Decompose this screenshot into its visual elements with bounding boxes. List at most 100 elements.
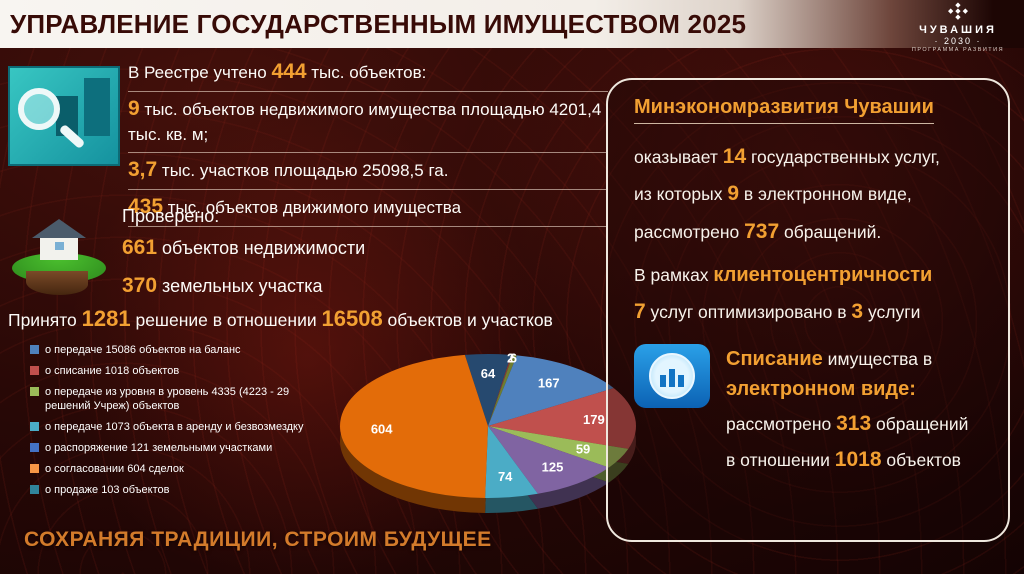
pie-slice bbox=[488, 355, 614, 426]
stat-text: тыс. объектов движимого имущества bbox=[163, 197, 462, 217]
stat-number: 444 bbox=[271, 60, 307, 83]
pie-data-label: 6 bbox=[510, 351, 517, 366]
ministry-title: Минэкономразвития Чувашии bbox=[634, 96, 934, 124]
stat-text: земельных участка bbox=[157, 276, 323, 297]
logo-ornament-row: ◆ bbox=[955, 14, 961, 21]
stat-text: имущества в bbox=[822, 349, 933, 370]
legend-item: о передаче из уровня в уровень 4335 (422… bbox=[30, 386, 332, 412]
pie-data-label: 2 bbox=[507, 350, 514, 365]
registry-illustration bbox=[8, 66, 120, 166]
building-icon bbox=[660, 369, 684, 388]
legend-swatch bbox=[30, 387, 39, 397]
stat-text: рассмотрено bbox=[634, 221, 745, 242]
legend-swatch bbox=[30, 464, 39, 474]
registry-line-2: 9 тыс. объектов недвижимого имущества пл… bbox=[128, 92, 608, 153]
stat-text: государственных услуг, bbox=[746, 147, 940, 167]
chuvashia-2030-logo: ◆ ◆ ◆ ◆ ◆ ЧУВАШИЯ · 2030 · ПРОГРАММА РАЗ… bbox=[902, 2, 1014, 53]
pie-data-label: 59 bbox=[576, 441, 590, 456]
stat-text: тыс. объектов: bbox=[306, 63, 427, 82]
page-title: УПРАВЛЕНИЕ ГОСУДАРСТВЕННЫМ ИМУЩЕСТВОМ 20… bbox=[10, 9, 747, 39]
legend-label: о передаче из уровня в уровень 4335 (422… bbox=[45, 386, 290, 412]
stat-number: 7 bbox=[634, 300, 646, 324]
writeoff-icon bbox=[634, 344, 710, 409]
stat-text: рассмотрено bbox=[726, 414, 837, 435]
pie-chart-svg: 64 26 167 179 59 125 74 604 bbox=[340, 350, 636, 513]
checked-title: Проверено: bbox=[122, 206, 220, 226]
legend-swatch bbox=[30, 421, 39, 431]
keyword-highlight: клиентоцентричности bbox=[713, 264, 933, 287]
logo-subtitle: ПРОГРАММА РАЗВИТИЯ bbox=[911, 47, 1005, 53]
decisions-line: Принято 1281 решение в отношении 16508 о… bbox=[8, 306, 608, 332]
stat-number: 16508 bbox=[321, 306, 383, 331]
stat-number: 3,7 bbox=[128, 157, 158, 181]
pie-data-label: 64 bbox=[481, 366, 496, 381]
house-roof-icon bbox=[32, 219, 86, 238]
header-bar: УПРАВЛЕНИЕ ГОСУДАРСТВЕННЫМ ИМУЩЕСТВОМ 20… bbox=[0, 0, 1024, 48]
pie-legend: о передаче 15086 объектов на баланс о спи… bbox=[30, 344, 332, 506]
magnifier-icon bbox=[18, 88, 60, 130]
house-illustration bbox=[10, 203, 110, 299]
ministry-line-3: рассмотрено 737 обращений. bbox=[634, 218, 982, 246]
legend-swatch bbox=[30, 442, 39, 452]
ministry-line-2: из которых 9 в электронном виде, bbox=[634, 180, 982, 208]
pie-data-label: 604 bbox=[371, 422, 393, 437]
stat-number: 435 bbox=[128, 194, 164, 218]
footer-slogan: СОХРАНЯЯ ТРАДИЦИИ, СТРОИМ БУДУЩЕЕ bbox=[24, 528, 492, 551]
pie-data-label: 125 bbox=[542, 459, 564, 474]
legend-label: о списание 1018 объектов bbox=[45, 365, 180, 378]
legend-label: о продаже 103 объектов bbox=[45, 484, 170, 497]
stat-text: тыс. объектов недвижимого имущества площ… bbox=[128, 100, 602, 144]
registry-line-1: В Реестре учтено 444 тыс. объектов: bbox=[128, 55, 608, 93]
legend-item: о согласовании 604 сделок bbox=[30, 463, 332, 476]
legend-label: о передаче 1073 объекта в аренду и безво… bbox=[45, 420, 304, 433]
stat-text: в электронном виде, bbox=[739, 184, 912, 205]
registry-stats: В Реестре учтено 444 тыс. объектов: 9 ты… bbox=[128, 55, 608, 228]
writeoff-line-1: Списание имущества в bbox=[726, 344, 968, 374]
writeoff-text: Списание имущества в электронном виде: р… bbox=[726, 344, 968, 475]
keyword-highlight: Списание bbox=[726, 348, 823, 371]
pie-data-label: 167 bbox=[538, 375, 560, 390]
legend-swatch bbox=[30, 366, 39, 376]
stat-text: тыс. участков площадью 25098,5 га. bbox=[157, 160, 449, 180]
pie-slice bbox=[488, 388, 636, 449]
checked-line-1: 661 объектов недвижимости bbox=[122, 233, 365, 263]
building-icon bbox=[84, 78, 110, 136]
bar-shape bbox=[678, 375, 684, 388]
registry-line-4: 435 тыс. объектов движимого имущества bbox=[128, 190, 608, 228]
pie-slice bbox=[488, 426, 610, 494]
bar-shape bbox=[660, 375, 666, 388]
stat-number: 737 bbox=[744, 219, 780, 243]
stat-number: 661 bbox=[122, 236, 158, 259]
stat-number: 9 bbox=[128, 97, 140, 121]
stat-text: оказывает bbox=[634, 147, 723, 167]
pie-slice bbox=[488, 355, 517, 426]
legend-label: о распоряжение 121 земельными участками bbox=[45, 441, 273, 454]
writeoff-line-2: электронном виде: bbox=[726, 378, 916, 401]
stat-number: 3 bbox=[851, 300, 864, 324]
pie-data-label: 74 bbox=[498, 469, 513, 484]
registry-line-3: 3,7 тыс. участков площадью 25098,5 га. bbox=[128, 153, 608, 190]
pie-slice bbox=[485, 426, 538, 498]
logo-region-name: ЧУВАШИЯ bbox=[919, 24, 997, 36]
pie-slice bbox=[340, 354, 488, 498]
logo-ornament-row: ◆ ◆ ◆ bbox=[947, 8, 969, 15]
writeoff-block: Списание имущества в электронном виде: р… bbox=[634, 344, 982, 475]
legend-item: о распоряжение 121 земельными участками bbox=[30, 442, 332, 455]
pie-slice bbox=[488, 354, 513, 426]
ministry-line-4: В рамках клиентоцентричности bbox=[634, 262, 982, 289]
stat-text: обращений bbox=[871, 414, 969, 435]
legend-item: о продаже 103 объектов bbox=[30, 484, 332, 497]
pie-slice bbox=[464, 354, 512, 426]
legend-item: о передаче 15086 объектов на баланс bbox=[30, 344, 332, 357]
stat-text: В рамках bbox=[634, 265, 714, 286]
checked-stats: Проверено: 661 объектов недвижимости 370… bbox=[122, 206, 365, 310]
stat-number: 14 bbox=[722, 145, 747, 168]
checked-line-2: 370 земельных участка bbox=[122, 271, 365, 301]
pie-slice bbox=[488, 426, 629, 468]
legend-label: о согласовании 604 сделок bbox=[45, 463, 184, 476]
logo-ornament-row: ◆ bbox=[955, 2, 961, 9]
stat-text: объектов недвижимости bbox=[157, 238, 366, 258]
legend-label: о передаче 15086 объектов на баланс bbox=[45, 344, 241, 356]
writeoff-line-4: в отношении 1018 объектов bbox=[726, 444, 968, 476]
logo-year: · 2030 · bbox=[934, 36, 982, 46]
